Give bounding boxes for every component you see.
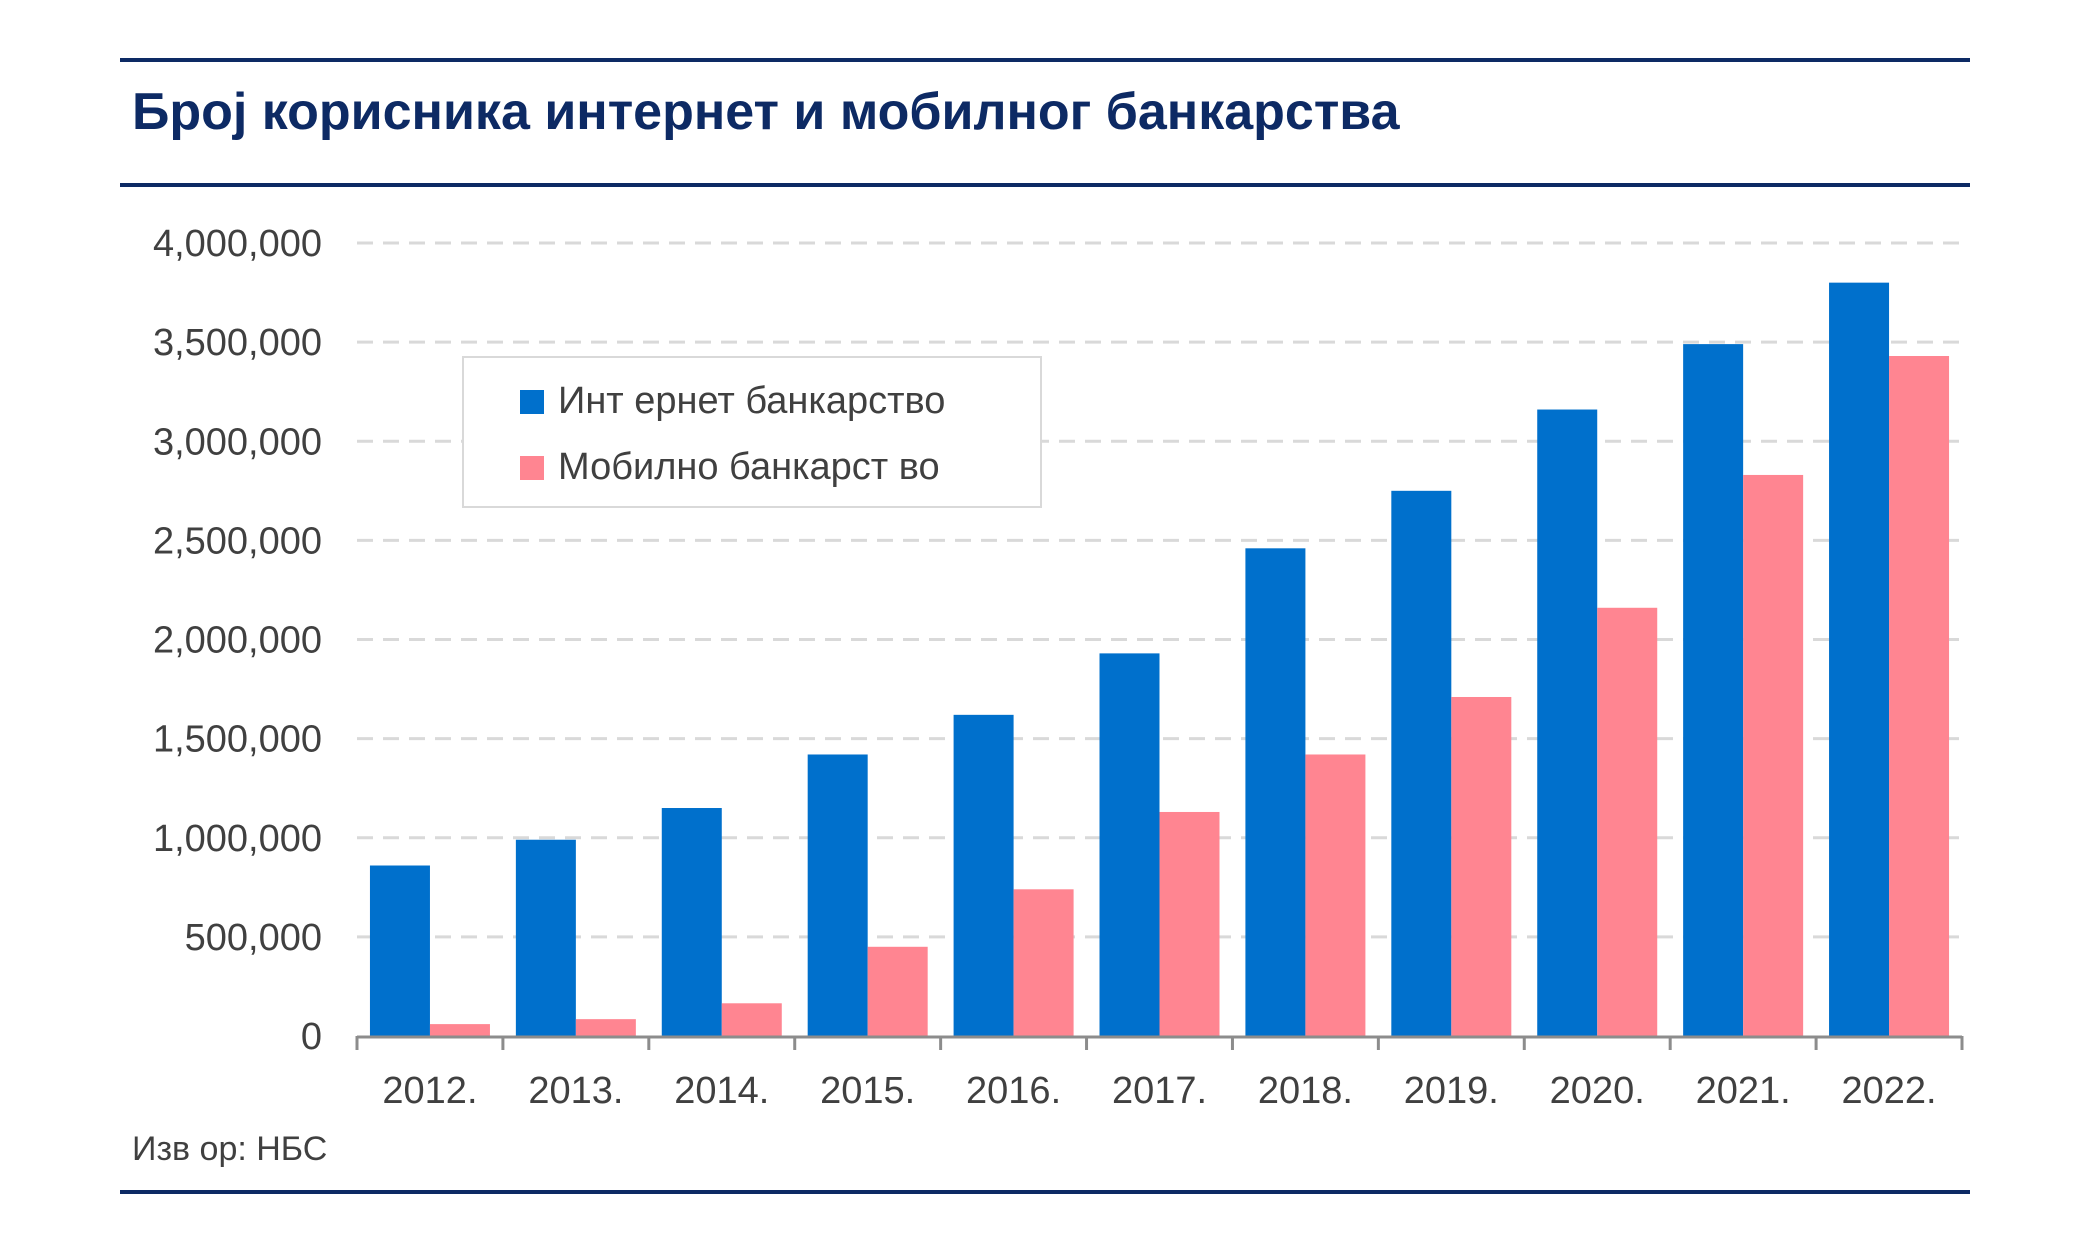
bottom-rule (120, 1190, 1970, 1194)
bar-mobile (1597, 607, 1658, 1036)
bar-mobile (575, 1019, 636, 1036)
source-note: Изв ор: НБС (132, 1130, 328, 1168)
bar-internet (1829, 282, 1890, 1036)
x-tick-label: 2015. (820, 1070, 915, 1112)
y-tick-label: 1,500,000 (153, 719, 322, 761)
x-tick-label: 2017. (1112, 1070, 1207, 1112)
bar-internet (1537, 409, 1598, 1036)
y-tick-label: 1,000,000 (153, 818, 322, 860)
x-tick-label: 2019. (1404, 1070, 1499, 1112)
bars (369, 282, 1950, 1036)
bar-internet (369, 865, 430, 1036)
bar-mobile (1889, 356, 1950, 1036)
bar-internet (1245, 548, 1306, 1036)
legend-label-internet: Инт ернет банкарство (558, 380, 946, 422)
legend-swatch-internet (520, 389, 544, 414)
y-tick-label: 2,000,000 (153, 620, 322, 662)
y-tick-label: 3,500,000 (153, 322, 322, 364)
bar-internet (953, 714, 1014, 1036)
bar-mobile (1013, 889, 1074, 1036)
bar-mobile (429, 1024, 490, 1036)
x-tick-label: 2014. (674, 1070, 769, 1112)
x-tick-label: 2021. (1696, 1070, 1791, 1112)
bar-internet (807, 754, 868, 1036)
bar-internet (661, 808, 722, 1036)
x-axis (355, 1035, 1964, 1050)
bar-mobile (867, 946, 928, 1036)
top-rule (120, 58, 1970, 62)
x-axis-tick-labels: 2012. 2013. 2014. 2015. 2016. 2017. 2018. 2019.… (382, 1070, 1936, 1112)
bar-mobile (1451, 696, 1512, 1036)
legend-label-mobile: Мобилно банкарст во (558, 446, 940, 488)
y-tick-label: 0 (301, 1016, 322, 1058)
bar-mobile (1159, 811, 1220, 1036)
x-tick-label: 2012. (382, 1070, 477, 1112)
y-tick-label: 500,000 (185, 917, 322, 959)
bar-mobile (1743, 474, 1804, 1036)
x-tick-label: 2022. (1841, 1070, 1936, 1112)
bar-mobile (721, 1003, 782, 1036)
y-tick-label: 2,500,000 (153, 520, 322, 562)
x-tick-label: 2016. (966, 1070, 1061, 1112)
legend-item-mobile: Мобилно банкарст во (520, 446, 940, 489)
x-tick-label: 2020. (1550, 1070, 1645, 1112)
x-tick-label: 2013. (528, 1070, 623, 1112)
chart-legend: Инт ернет банкарство Мобилно банкарст во (462, 356, 1042, 508)
chart-title: Број корисника интернет и мобилног банка… (132, 83, 1400, 141)
title-underline (120, 183, 1970, 187)
legend-item-internet: Инт ернет банкарство (520, 380, 945, 423)
bar-internet (1391, 490, 1452, 1036)
y-axis-tick-labels: 0 500,000 1,000,000 1,500,000 2,000,000 2,500… (153, 223, 322, 1058)
y-tick-label: 3,000,000 (153, 421, 322, 463)
bar-internet (1683, 344, 1744, 1036)
bar-internet (1099, 653, 1160, 1036)
bar-internet (515, 839, 576, 1036)
bar-mobile (1305, 754, 1366, 1036)
x-tick-label: 2018. (1258, 1070, 1353, 1112)
y-tick-label: 4,000,000 (153, 223, 322, 265)
legend-swatch-mobile (520, 455, 544, 480)
